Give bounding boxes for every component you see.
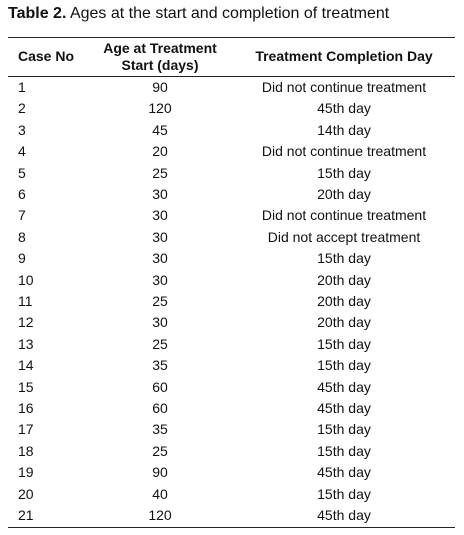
completion-day: 45th day (317, 400, 371, 416)
age-at-start: 35 (152, 357, 168, 374)
age-at-start: 25 (152, 335, 168, 352)
top-rule (8, 37, 455, 38)
completion-day: Did not continue treatment (261, 143, 427, 160)
completion-day: 15th day (317, 485, 371, 502)
table-caption: Table 2. Ages at the start and completio… (8, 5, 389, 23)
age-at-start: 35 (152, 421, 168, 438)
case-no: 19 (18, 464, 34, 481)
age-at-start: 40 (152, 485, 168, 502)
column-header: Age at Treatment Start (days) (103, 40, 217, 73)
completion-day: 20th day (317, 271, 371, 288)
case-no: 6 (18, 186, 26, 202)
case-no: 8 (18, 228, 26, 245)
case-no: 1 (18, 79, 26, 95)
age-at-start: 25 (152, 164, 168, 181)
completion-day: Did not accept treatment (267, 228, 421, 245)
case-no: 11 (18, 293, 33, 309)
case-no: 9 (18, 250, 26, 267)
age-at-start: 30 (152, 271, 168, 288)
case-no: 14 (18, 357, 34, 374)
completion-day: 45th day (317, 507, 371, 523)
case-no: 5 (18, 164, 26, 181)
case-no: 15 (18, 378, 34, 395)
case-no: 13 (18, 335, 34, 352)
age-at-start: 120 (148, 100, 172, 117)
age-at-start: 30 (152, 207, 168, 224)
case-no: 20 (18, 485, 34, 502)
case-no: 17 (18, 421, 34, 438)
completion-day: Did not continue treatment (261, 207, 427, 224)
completion-day: 20th day (317, 186, 371, 202)
age-at-start: 60 (152, 378, 168, 395)
caption-label: Table 2. (8, 5, 67, 22)
age-at-start: 60 (152, 400, 168, 416)
caption-text: Ages at the start and completion of trea… (69, 5, 390, 22)
case-no: 12 (18, 314, 34, 331)
completion-day: 15th day (317, 335, 371, 352)
completion-day: 20th day (317, 314, 371, 331)
age-at-start: 90 (152, 464, 168, 481)
completion-day: 45th day (317, 378, 371, 395)
case-no: 21 (18, 507, 34, 523)
case-no: 10 (18, 271, 34, 288)
age-at-start: 20 (152, 143, 168, 160)
completion-day: 15th day (317, 421, 371, 438)
age-at-start: 30 (152, 186, 168, 202)
header-rule (8, 76, 455, 77)
age-at-start: 120 (148, 507, 172, 523)
age-at-start: 30 (152, 250, 168, 267)
age-at-start: 45 (152, 121, 168, 138)
completion-day: 15th day (317, 164, 371, 181)
column-header: Treatment Completion Day (255, 48, 433, 64)
completion-day: 15th day (317, 357, 371, 374)
case-no: 18 (18, 442, 34, 459)
case-no: 2 (18, 100, 26, 117)
completion-day: 14th day (317, 121, 371, 138)
completion-day: 15th day (317, 250, 371, 267)
completion-day: 45th day (317, 464, 371, 481)
case-no: 4 (18, 143, 26, 160)
age-at-start: 25 (152, 442, 168, 459)
column-header: Case No (18, 48, 75, 64)
case-no: 7 (18, 207, 26, 224)
age-at-start: 90 (152, 79, 168, 95)
completion-day: 20th day (317, 293, 371, 309)
completion-day: 45th day (317, 100, 371, 117)
age-at-start: 30 (152, 314, 168, 331)
case-no: 3 (18, 121, 26, 138)
completion-day: 15th day (317, 442, 371, 459)
completion-day: Did not continue treatment (261, 79, 427, 95)
bottom-rule (8, 527, 455, 528)
age-at-start: 25 (152, 293, 168, 309)
case-no: 16 (18, 400, 34, 416)
age-at-start: 30 (152, 228, 168, 245)
